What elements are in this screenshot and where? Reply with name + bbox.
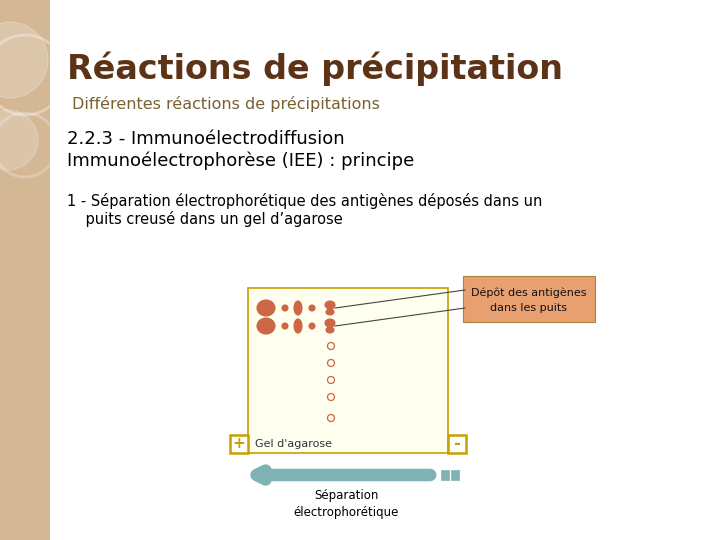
Ellipse shape xyxy=(325,319,335,327)
Ellipse shape xyxy=(309,323,315,329)
Ellipse shape xyxy=(326,309,334,315)
Ellipse shape xyxy=(257,300,275,316)
Ellipse shape xyxy=(309,305,315,311)
Ellipse shape xyxy=(294,301,302,315)
Circle shape xyxy=(0,110,38,170)
Bar xyxy=(451,470,459,480)
Text: 1 - Séparation électrophorétique des antigènes déposés dans un: 1 - Séparation électrophorétique des ant… xyxy=(67,193,542,209)
Text: dans les puits: dans les puits xyxy=(490,303,567,313)
Bar xyxy=(448,435,466,453)
Bar xyxy=(0,0,50,540)
Text: Séparation
électrophorétique: Séparation électrophorétique xyxy=(294,489,399,519)
Text: 2.2.3 - Immunоélectrodiffusion: 2.2.3 - Immunоélectrodiffusion xyxy=(67,130,345,148)
Circle shape xyxy=(0,22,48,98)
Text: Différentes réactions de précipitations: Différentes réactions de précipitations xyxy=(72,96,380,112)
Text: +: + xyxy=(233,436,246,451)
Bar xyxy=(248,288,448,453)
Text: Réactions de précipitation: Réactions de précipitation xyxy=(67,52,563,86)
Bar xyxy=(441,470,449,480)
Text: -: - xyxy=(454,435,460,453)
Text: puits creusé dans un gel d’agarose: puits creusé dans un gel d’agarose xyxy=(67,211,343,227)
Ellipse shape xyxy=(257,318,275,334)
Text: Dépôt des antigènes: Dépôt des antigènes xyxy=(472,288,587,299)
Ellipse shape xyxy=(282,305,288,311)
FancyBboxPatch shape xyxy=(463,276,595,322)
Text: Immunoélectrophorèse (IEE) : principe: Immunoélectrophorèse (IEE) : principe xyxy=(67,152,414,171)
Ellipse shape xyxy=(282,323,288,329)
Ellipse shape xyxy=(326,327,334,333)
Text: Gel d'agarose: Gel d'agarose xyxy=(255,439,332,449)
Ellipse shape xyxy=(325,301,335,309)
Bar xyxy=(230,435,248,453)
Ellipse shape xyxy=(294,319,302,333)
